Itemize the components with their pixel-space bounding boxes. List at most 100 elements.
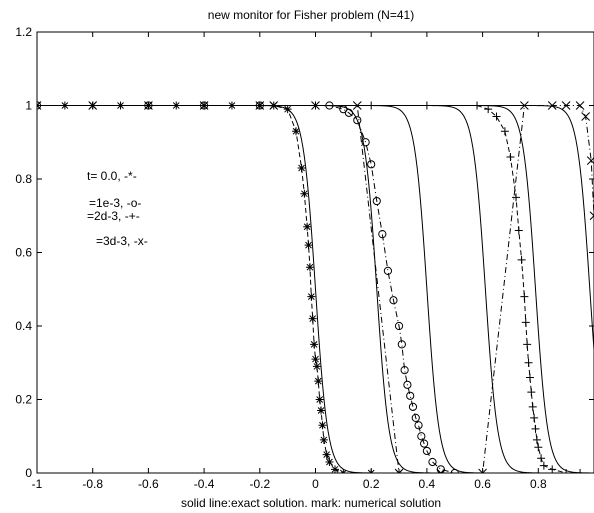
- data-point: [367, 101, 376, 110]
- data-point: [417, 432, 426, 441]
- data-point: [534, 443, 543, 452]
- data-point: [492, 112, 501, 121]
- data-point: [523, 340, 532, 349]
- x-axis-label: solid line:exact solution. mark: numeric…: [181, 496, 441, 510]
- data-point: [318, 421, 327, 430]
- data-point: [428, 457, 437, 467]
- x-tick-label: -0.4: [194, 477, 215, 491]
- data-point: [292, 127, 301, 136]
- data-point: [314, 377, 323, 386]
- data-point: [532, 435, 541, 444]
- data-point: [312, 362, 321, 371]
- data-point: [311, 101, 320, 110]
- data-point: [297, 163, 306, 172]
- data-point: [561, 101, 571, 110]
- data-point: [330, 465, 339, 473]
- x-tick-label: 0.6: [474, 477, 491, 491]
- legend: t= 0.0, -*- =1e-3, -o- =2d-3, -+- =3d-3,…: [87, 169, 148, 248]
- series-line: [37, 105, 455, 473]
- data-point: [575, 101, 585, 110]
- data-point: [581, 112, 590, 121]
- data-point: [527, 388, 536, 397]
- plot-frame: [36, 31, 594, 474]
- y-tick-label: 0: [25, 466, 32, 480]
- data-point: [484, 105, 493, 114]
- data-point: [378, 230, 387, 239]
- data-point: [411, 413, 420, 422]
- data-point: [307, 292, 316, 301]
- data-point: [144, 101, 153, 110]
- x-tick-label: -0.8: [82, 477, 103, 491]
- chart-title: new monitor for Fisher problem (N=41): [208, 8, 414, 22]
- data-point: [37, 101, 42, 110]
- series: [37, 101, 459, 473]
- series-line: [37, 105, 594, 473]
- data-point: [322, 450, 331, 459]
- data-point: [339, 469, 348, 473]
- data-point: [525, 373, 534, 382]
- data-point: [521, 318, 530, 327]
- data-point: [311, 355, 320, 364]
- data-point: [524, 358, 533, 367]
- x-tick-label: -1: [32, 477, 43, 491]
- data-point: [414, 421, 423, 430]
- data-point: [308, 314, 317, 323]
- x-axis: -1 -0.8 -0.6 -0.4 -0.2 0 0.2 0.4 0.6 0.8: [32, 32, 547, 491]
- data-point: [317, 406, 326, 415]
- x-tick-label: -0.6: [138, 477, 159, 491]
- data-point: [520, 292, 529, 301]
- data-point: [539, 461, 548, 470]
- data-point: [344, 108, 354, 117]
- data-point: [88, 101, 98, 110]
- data-point: [528, 402, 537, 411]
- y-tick-label: 0.2: [15, 393, 32, 407]
- data-point: [255, 101, 265, 110]
- data-point: [400, 366, 409, 375]
- data-point: [269, 101, 279, 110]
- series-line: [37, 105, 594, 473]
- data-point: [361, 138, 370, 147]
- series: [37, 101, 594, 473]
- data-point: [408, 402, 418, 411]
- data-point: [397, 340, 406, 349]
- data-point: [562, 469, 571, 473]
- plot-area: [36, 31, 594, 474]
- data-point: [394, 468, 404, 473]
- x-tick-label: 0.2: [363, 477, 380, 491]
- data-point: [283, 105, 292, 114]
- data-point: [319, 435, 328, 444]
- data-point: [303, 222, 312, 231]
- data-point: [353, 116, 362, 125]
- y-tick-label: 1.2: [15, 25, 32, 39]
- data-point: [403, 380, 412, 389]
- data-point: [367, 160, 376, 169]
- data-point: [500, 127, 509, 136]
- series: [37, 101, 594, 473]
- series: [37, 101, 404, 473]
- data-point: [517, 255, 526, 264]
- legend-entry-t0: t= 0.0, -*-: [87, 169, 137, 183]
- x-tick-label: 0: [312, 477, 319, 491]
- data-point: [420, 439, 429, 448]
- y-tick-label: 0.6: [15, 246, 32, 260]
- y-tick-label: 1: [25, 99, 32, 113]
- data-point: [547, 101, 557, 110]
- data-point: [352, 101, 362, 110]
- legend-entry-2d-3: =2d-3, -+-: [87, 209, 140, 223]
- data-point: [372, 196, 381, 206]
- data-point: [473, 101, 482, 110]
- data-point: [304, 241, 313, 250]
- data-point: [406, 391, 415, 400]
- data-point: [422, 101, 431, 110]
- data-point: [310, 340, 319, 349]
- x-tick-label: 0.4: [419, 477, 436, 491]
- y-tick-label: 0.4: [15, 319, 32, 333]
- data-point: [383, 266, 393, 275]
- exact-solution-line: [37, 105, 594, 350]
- data-point: [530, 413, 539, 422]
- data-point: [514, 226, 523, 235]
- data-point: [478, 468, 487, 473]
- legend-entry-1e-3: =1e-3, -o-: [89, 196, 141, 210]
- data-point: [506, 152, 515, 161]
